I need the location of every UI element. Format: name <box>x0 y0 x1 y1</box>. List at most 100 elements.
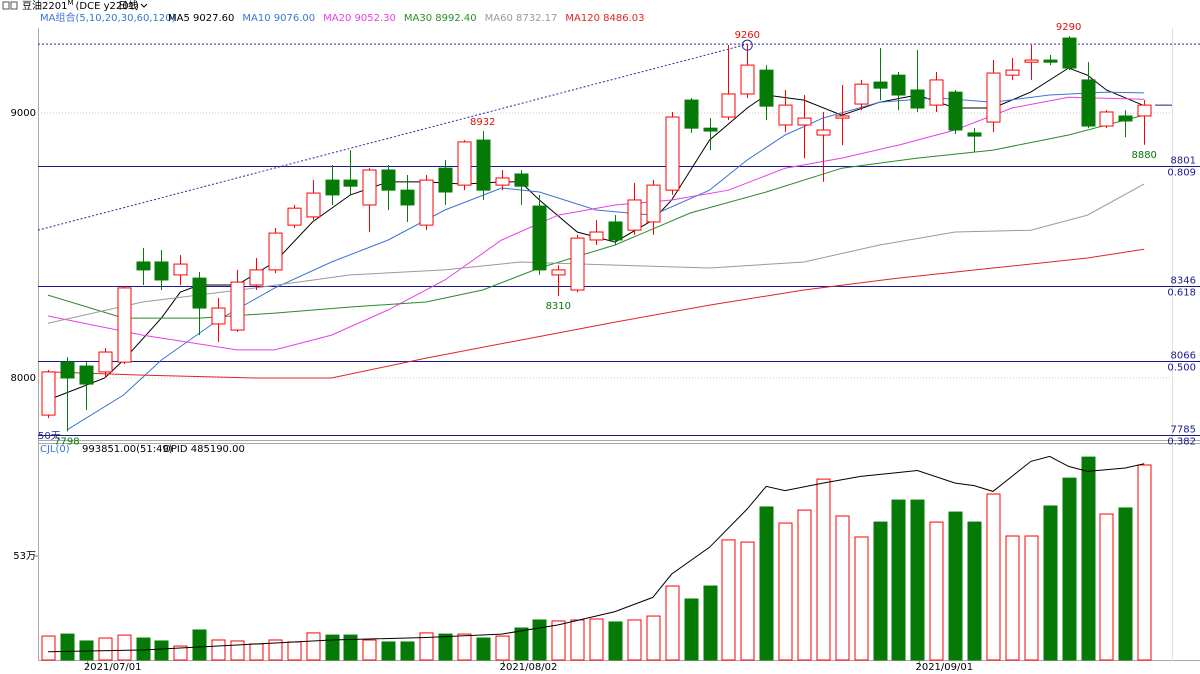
candle-body <box>910 89 925 109</box>
candle-body <box>136 261 151 271</box>
volume-bar <box>381 641 396 661</box>
extreme-label: 8932 <box>470 117 495 128</box>
candle-body <box>325 179 340 196</box>
candle-body <box>551 269 566 276</box>
ma-value: 9052.30 <box>355 13 396 24</box>
candle-body <box>98 351 113 373</box>
extreme-label: 9260 <box>735 30 760 41</box>
ma-value: 9076.00 <box>274 13 315 24</box>
period-caret[interactable] <box>140 3 148 8</box>
candle-body <box>287 207 302 226</box>
volume-bar <box>173 645 188 661</box>
ma-legend: MA10 9076.00 <box>242 13 315 24</box>
volume-bar <box>854 536 869 661</box>
candle-body <box>457 141 472 186</box>
volume-bar <box>1043 505 1058 661</box>
candle-body <box>381 169 396 191</box>
volume-bar <box>1024 535 1039 661</box>
candle-body <box>211 307 226 325</box>
ma-line <box>47 183 1145 324</box>
x-tick-label: 2021/08/02 <box>500 662 558 673</box>
extreme-label: 7798 <box>54 437 79 448</box>
candle-body <box>835 115 850 119</box>
candle-body <box>740 64 755 95</box>
y-tick-label: 53万 <box>13 551 36 562</box>
candle-body <box>873 81 888 89</box>
note: 50天 <box>38 431 61 442</box>
volume-bar <box>41 635 56 661</box>
volume-bar <box>60 633 75 661</box>
x-tick-label: 2021/09/01 <box>915 662 973 673</box>
candle-body <box>646 184 661 223</box>
candle-body <box>854 83 869 105</box>
candle-body <box>986 72 1001 123</box>
candle-body <box>967 132 982 137</box>
volume-bar <box>532 619 547 661</box>
period[interactable]: 日线 <box>118 0 138 12</box>
volume-bar <box>419 632 434 661</box>
volume-bar <box>759 506 774 661</box>
candle-body <box>1043 59 1058 63</box>
volume-bar <box>98 637 113 661</box>
extreme-marker <box>741 39 753 51</box>
candle-body <box>268 232 283 271</box>
ma-line <box>66 91 1145 431</box>
level-label: 8801 <box>1171 156 1196 167</box>
candle-body <box>1024 59 1039 63</box>
volume-bar <box>570 619 585 661</box>
candle-body <box>60 361 75 379</box>
volume-bar <box>778 522 793 661</box>
candle-body <box>721 93 736 118</box>
candle-body <box>665 116 680 191</box>
candle-body <box>173 263 188 276</box>
y-tick-label: 8000 <box>11 373 36 384</box>
volume-bar <box>608 621 623 661</box>
extreme-label: 8310 <box>546 301 571 312</box>
candle-body <box>400 189 415 206</box>
candle-body <box>608 221 623 241</box>
volume-bar <box>362 639 377 661</box>
candle-body <box>249 269 264 286</box>
candle-body <box>306 192 321 218</box>
ma-value: 9027.60 <box>193 13 234 24</box>
candle-body <box>1137 104 1152 117</box>
level-label: 8346 <box>1171 276 1196 287</box>
volume-readout: 993851.00(51:49) <box>82 444 173 455</box>
candle-body <box>1118 115 1133 122</box>
candle-body <box>703 127 718 132</box>
title-main: 豆油2201 <box>22 0 67 12</box>
opid-line <box>47 455 1145 653</box>
ma-legend: MA5 9027.60 <box>168 13 234 24</box>
candle-body <box>230 281 245 331</box>
candle-body <box>343 179 358 187</box>
volume-bar <box>891 499 906 661</box>
volume-bar <box>287 641 302 661</box>
chart-title: 豆油2201M (DCE y2201) <box>22 0 139 12</box>
candle-body <box>362 169 377 206</box>
extreme-label: 8880 <box>1131 150 1156 161</box>
ma-legend: MA120 8486.03 <box>565 13 644 24</box>
candle-body <box>476 139 491 191</box>
volume-bar <box>136 637 151 661</box>
candle-body <box>816 129 831 136</box>
candle-body <box>1099 111 1114 127</box>
volume-bar <box>797 509 812 661</box>
ma-value: 8992.40 <box>435 13 476 24</box>
volume-bar <box>192 629 207 661</box>
candle-body <box>589 231 604 241</box>
volume-bar <box>665 585 680 661</box>
toolbar-icons <box>2 1 18 10</box>
title-code: (DCE y2201) <box>76 1 139 12</box>
volume-bar <box>343 634 358 661</box>
volume-bar <box>816 478 831 661</box>
ma-value: 8732.17 <box>516 13 557 24</box>
candle-body <box>570 237 585 291</box>
volume-bar <box>325 634 340 661</box>
candle-body <box>627 199 642 231</box>
ma-name: MA120 <box>565 13 600 24</box>
candle-body <box>514 173 529 187</box>
ma-name: MA20 <box>323 13 351 24</box>
candle-body <box>891 74 906 96</box>
